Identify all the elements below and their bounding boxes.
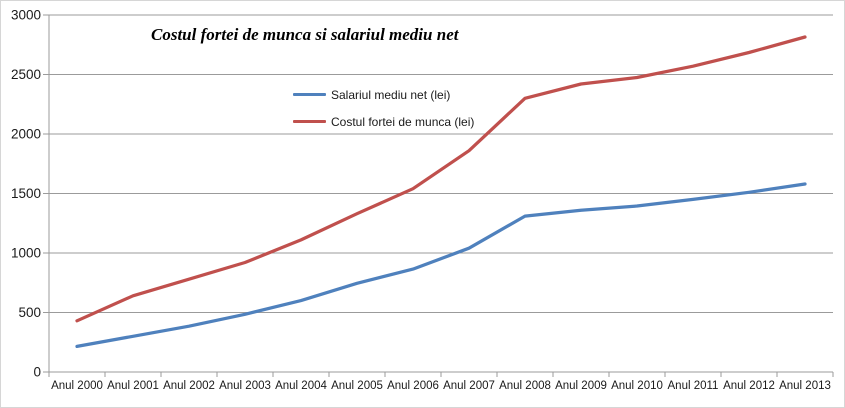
x-tick-label: Anul 2008	[499, 380, 551, 392]
legend: Salariul mediu net (lei) Costul fortei d…	[293, 81, 474, 135]
series-line-0	[75, 182, 807, 349]
legend-line-swatch-blue	[293, 93, 326, 96]
x-tick-label: Anul 2012	[723, 380, 775, 392]
y-tick-label: 2500	[11, 67, 41, 82]
x-tick-label: Anul 2005	[331, 380, 383, 392]
y-tick-label: 500	[18, 305, 41, 320]
x-tick-label: Anul 2009	[555, 380, 607, 392]
x-tick-label: Anul 2003	[219, 380, 271, 392]
y-tick-label: 1000	[11, 246, 41, 261]
x-tick-label: Anul 2006	[387, 380, 439, 392]
y-tick-label: 0	[33, 365, 41, 380]
legend-line-swatch-red	[293, 120, 326, 123]
x-tick-label: Anul 2001	[107, 380, 159, 392]
x-tick-label: Anul 2007	[443, 380, 495, 392]
x-tick-label: Anul 2000	[51, 380, 103, 392]
y-tick-label: 3000	[11, 8, 41, 23]
x-tick-label: Anul 2002	[163, 380, 215, 392]
y-tick-label: 1500	[11, 186, 41, 201]
legend-label: Salariul mediu net (lei)	[331, 87, 451, 102]
series-line-1	[75, 35, 807, 323]
chart-title: Costul fortei de munca si salariul mediu…	[151, 25, 459, 44]
x-tick-label: Anul 2011	[668, 380, 719, 392]
y-tick-label: 2000	[11, 127, 41, 142]
legend-entry-salariul: Salariul mediu net (lei)	[293, 81, 474, 108]
legend-label: Costul fortei de munca (lei)	[331, 114, 475, 129]
x-tick-label: Anul 2013	[779, 380, 831, 392]
x-tick-label: Anul 2010	[611, 380, 663, 392]
legend-entry-costul: Costul fortei de munca (lei)	[293, 108, 474, 135]
x-tick-label: Anul 2004	[275, 380, 327, 392]
